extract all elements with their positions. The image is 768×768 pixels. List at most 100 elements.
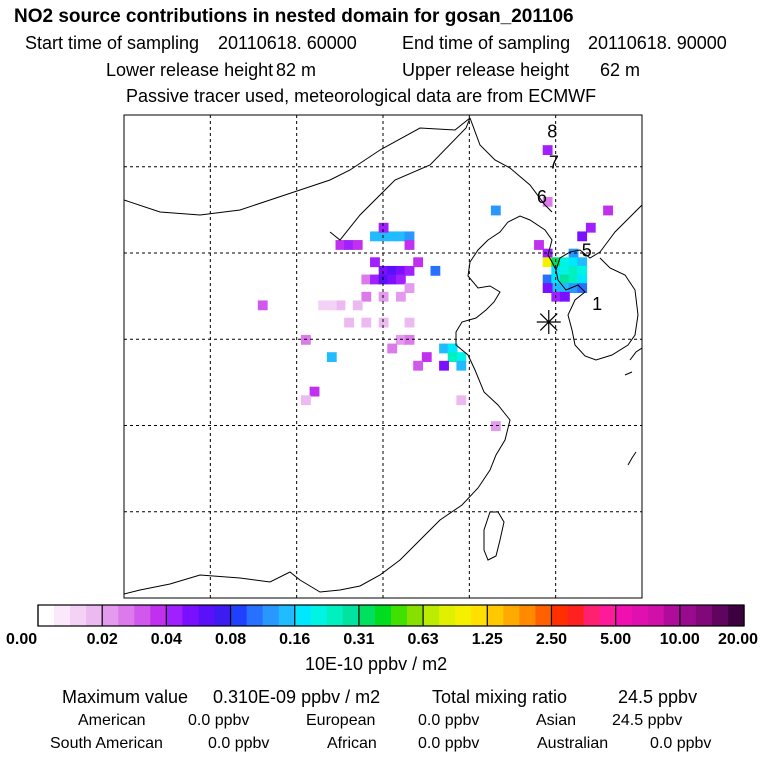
trajectory-label: 5 <box>582 240 592 260</box>
contribution-cell <box>568 265 579 276</box>
total-mixing-value: 24.5 ppbv <box>618 687 698 707</box>
plot-frame <box>123 114 643 599</box>
colorbar-tick-label: 0.02 <box>87 631 118 648</box>
colorbar-swatch <box>695 605 713 626</box>
contribution-cell <box>370 257 380 268</box>
contribution-cell <box>300 395 311 406</box>
colorbar-swatch <box>118 605 135 626</box>
contribution-cell <box>387 231 398 242</box>
contribution-cell <box>309 386 320 397</box>
colorbar-swatch <box>391 605 408 626</box>
colorbar-tick-label: 0.31 <box>343 631 374 648</box>
colorbar-tick-label: 0.16 <box>279 631 310 648</box>
region-name: Australian <box>537 735 609 752</box>
colorbar-swatch <box>407 605 424 626</box>
region-value: 0.0 ppbv <box>418 735 480 752</box>
contribution-cell <box>378 265 389 276</box>
contribution-cell <box>568 248 579 259</box>
trajectory-label: 7 <box>549 152 559 172</box>
contribution-cell <box>326 300 337 311</box>
contribution-cell <box>395 265 406 276</box>
contribution-cell <box>577 274 588 285</box>
contribution-cell <box>335 300 346 311</box>
contribution-cell <box>439 343 449 354</box>
region-value: 0.0 ppbv <box>418 712 480 729</box>
lower-height-label: Lower release height <box>106 60 274 80</box>
colorbar-swatch <box>166 605 184 626</box>
colorbar-swatch <box>535 605 553 626</box>
trajectory-label: 6 <box>537 187 547 207</box>
colorbar-swatch <box>471 605 488 626</box>
contribution-cell <box>577 257 588 268</box>
colorbar-swatch <box>38 605 55 626</box>
contribution-cell <box>439 360 449 371</box>
trajectory-labels: 8 76 5 1 <box>537 121 602 313</box>
contribution-cell <box>490 421 501 432</box>
colorbar-swatch <box>647 605 665 626</box>
end-time-label: End time of sampling <box>402 33 571 53</box>
region-name: American <box>78 712 146 729</box>
contribution-cell <box>568 274 579 285</box>
contribution-cell <box>559 291 570 302</box>
total-mixing-label: Total mixing ratio <box>432 687 568 707</box>
contribution-cell <box>344 240 354 250</box>
contribution-cell <box>542 257 553 268</box>
contribution-cell <box>395 274 406 285</box>
contribution-cell <box>370 231 380 242</box>
colorbar-tick-label: 0.04 <box>151 631 182 648</box>
contribution-cell <box>387 274 398 285</box>
contribution-cell <box>378 317 389 328</box>
contribution-cell <box>421 352 432 363</box>
contribution-cell <box>447 352 458 363</box>
colorbar-swatch <box>278 605 296 626</box>
colorbar-swatch <box>631 605 649 626</box>
contribution-cell <box>542 283 553 294</box>
korea-coastline <box>555 204 642 361</box>
contribution-cell <box>404 240 415 250</box>
colorbar-swatch <box>134 605 151 626</box>
colorbar-swatch <box>663 605 681 626</box>
receptor-marker <box>536 310 561 334</box>
colorbar-swatch <box>567 605 585 626</box>
colorbar-swatch <box>246 605 264 626</box>
colorbar-swatch <box>711 605 729 626</box>
contribution-cell <box>551 291 562 302</box>
contribution-cell <box>456 360 467 371</box>
region-name: South American <box>50 735 163 752</box>
colorbar-swatch <box>198 605 216 626</box>
contribution-cell <box>585 222 596 233</box>
contribution-cell <box>559 257 570 268</box>
contribution-cell <box>413 360 424 371</box>
contribution-cell <box>542 248 553 259</box>
colorbar-tick-label: 0.08 <box>215 631 246 648</box>
contribution-cell <box>378 231 389 242</box>
japan-coastline <box>624 347 642 466</box>
colorbar-frame <box>37 604 745 627</box>
contribution-cell <box>387 265 398 276</box>
contribution-cell <box>395 334 406 345</box>
colorbar-swatch <box>262 605 280 626</box>
colorbar-swatch <box>214 605 232 626</box>
contribution-cell <box>430 265 441 276</box>
colorbar-swatches <box>38 605 745 626</box>
contribution-cell <box>404 265 415 276</box>
colorbar-tick-label: 0.00 <box>6 631 37 648</box>
taiwan-coastline <box>483 511 505 561</box>
region-value: 0.0 ppbv <box>188 712 250 729</box>
contribution-cell <box>361 274 372 285</box>
contribution-cell <box>326 352 337 363</box>
trajectory-label: 8 <box>547 121 557 141</box>
start-time-label: Start time of sampling <box>25 33 200 53</box>
colorbar-swatch <box>374 605 392 626</box>
contribution-cell <box>551 283 562 294</box>
contribution-cell <box>387 343 398 354</box>
contribution-cell <box>456 395 467 406</box>
contribution-cell <box>447 343 458 354</box>
colorbar-swatch <box>727 605 745 626</box>
contribution-cell <box>335 240 346 250</box>
max-value-label: Maximum value <box>62 687 189 707</box>
contribution-cell <box>568 283 579 294</box>
contribution-cell <box>395 231 406 242</box>
contribution-cell <box>577 231 588 242</box>
